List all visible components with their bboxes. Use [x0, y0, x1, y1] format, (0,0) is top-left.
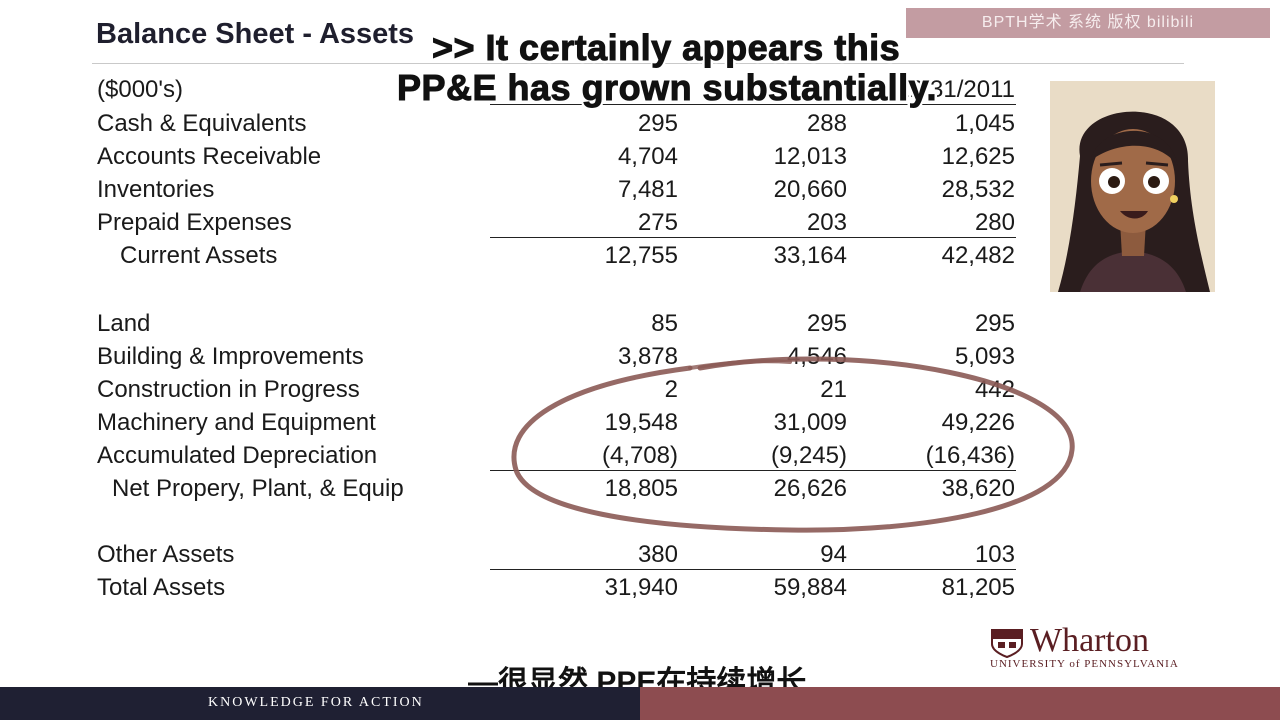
- cell: (9,245): [770, 442, 847, 469]
- cell: 49,226: [941, 409, 1015, 436]
- total-rule: [490, 569, 1016, 570]
- presenter-avatar: [1050, 81, 1215, 292]
- cell: 31,940: [604, 574, 678, 601]
- header-row: ($000's) 12/31/2011: [0, 73, 1280, 106]
- subtitle-line-1: >> It certainly appears this: [431, 27, 901, 69]
- row-label: Construction in Progress: [97, 376, 360, 403]
- footer-bar-right: [640, 687, 1280, 720]
- row-label: Prepaid Expenses: [97, 209, 292, 236]
- watermark: BPTH学术 系统 版权 bilibili: [906, 8, 1270, 38]
- table-row: Accumulated Depreciation (4,708) (9,245)…: [0, 439, 1280, 472]
- shield-icon: [991, 629, 1023, 658]
- table-row: Other Assets 380 94 103: [0, 538, 1280, 571]
- row-label: Inventories: [97, 176, 215, 203]
- cell: 12,625: [941, 143, 1015, 170]
- cell: 295: [974, 310, 1015, 337]
- table-row: Land 85 295 295: [0, 307, 1280, 340]
- subtotal-rule: [490, 470, 1016, 471]
- title-divider: [92, 63, 1184, 64]
- slide-title: Balance Sheet - Assets: [96, 18, 415, 50]
- cell: 12,013: [773, 143, 847, 170]
- header-underline: [490, 104, 1016, 105]
- row-label: Building & Improvements: [97, 343, 364, 370]
- row-label: Machinery and Equipment: [97, 409, 376, 436]
- cell: (4,708): [601, 442, 678, 469]
- cell: 85: [651, 310, 678, 337]
- cell: 28,532: [941, 176, 1015, 203]
- cell: 442: [974, 376, 1015, 403]
- cell: 94: [820, 541, 847, 568]
- presenter-illustration: [1050, 81, 1215, 292]
- cell: 4,546: [786, 343, 847, 370]
- cell: 12,755: [604, 242, 678, 269]
- table-row-total: Total Assets 31,940 59,884 81,205: [0, 571, 1280, 604]
- row-label: Other Assets: [97, 541, 235, 568]
- wharton-logo: Wharton UNIVERSITY of PENNSYLVANIA: [988, 622, 1198, 672]
- column-header-2011: 12/31/2011: [896, 76, 1015, 103]
- cell: 280: [974, 209, 1015, 236]
- cell: 33,164: [773, 242, 847, 269]
- cell: 31,009: [773, 409, 847, 436]
- footer-bar-left: KNOWLEDGE FOR ACTION: [0, 687, 640, 720]
- table-row: Cash & Equivalents 295 288 1,045: [0, 107, 1280, 140]
- cell: (16,436): [925, 442, 1015, 469]
- row-label: Total Assets: [97, 574, 226, 601]
- cell: 59,884: [773, 574, 847, 601]
- cell: 20,660: [773, 176, 847, 203]
- row-label: Cash & Equivalents: [97, 110, 307, 137]
- unit-label: ($000's): [97, 76, 183, 103]
- logo-wordmark: Wharton: [1030, 622, 1149, 659]
- subtotal-rule: [490, 237, 1016, 238]
- cell: 3,878: [617, 343, 678, 370]
- subtitle-line-2: PP&E has grown substantially.: [397, 67, 937, 109]
- logo-subtitle: UNIVERSITY of PENNSYLVANIA: [990, 658, 1179, 670]
- row-label: Accumulated Depreciation: [97, 442, 378, 469]
- cell: 5,093: [954, 343, 1015, 370]
- table-row: Prepaid Expenses 275 203 280: [0, 206, 1280, 239]
- cell: 38,620: [941, 475, 1015, 502]
- cell: 288: [806, 110, 847, 137]
- table-row: Building & Improvements 3,878 4,546 5,09…: [0, 340, 1280, 373]
- row-label: Land: [97, 310, 151, 337]
- cell: 203: [806, 209, 847, 236]
- table-row: Construction in Progress 2 21 442: [0, 373, 1280, 406]
- cell: 19,548: [604, 409, 678, 436]
- cell: 21: [820, 376, 847, 403]
- table-row-subtotal: Current Assets 12,755 33,164 42,482: [0, 239, 1280, 272]
- cell: 380: [637, 541, 678, 568]
- cell: 42,482: [941, 242, 1015, 269]
- cell: 103: [974, 541, 1015, 568]
- cell: 7,481: [617, 176, 678, 203]
- table-row: Machinery and Equipment 19,548 31,009 49…: [0, 406, 1280, 439]
- cell: 295: [806, 310, 847, 337]
- row-label: Accounts Receivable: [97, 143, 322, 170]
- row-label: Net Propery, Plant, & Equip: [112, 475, 404, 502]
- cell: 295: [637, 110, 678, 137]
- cell: 81,205: [941, 574, 1015, 601]
- cell: 1,045: [954, 110, 1015, 137]
- cell: 18,805: [604, 475, 678, 502]
- table-row: Inventories 7,481 20,660 28,532: [0, 173, 1280, 206]
- footer-tagline: KNOWLEDGE FOR ACTION: [208, 695, 424, 710]
- cell: 275: [637, 209, 678, 236]
- row-label: Current Assets: [120, 242, 278, 269]
- table-row: Accounts Receivable 4,704 12,013 12,625: [0, 140, 1280, 173]
- table-row-subtotal: Net Propery, Plant, & Equip 18,805 26,62…: [0, 472, 1280, 505]
- cell: 2: [664, 376, 678, 403]
- cell: 4,704: [617, 143, 678, 170]
- cell: 26,626: [773, 475, 847, 502]
